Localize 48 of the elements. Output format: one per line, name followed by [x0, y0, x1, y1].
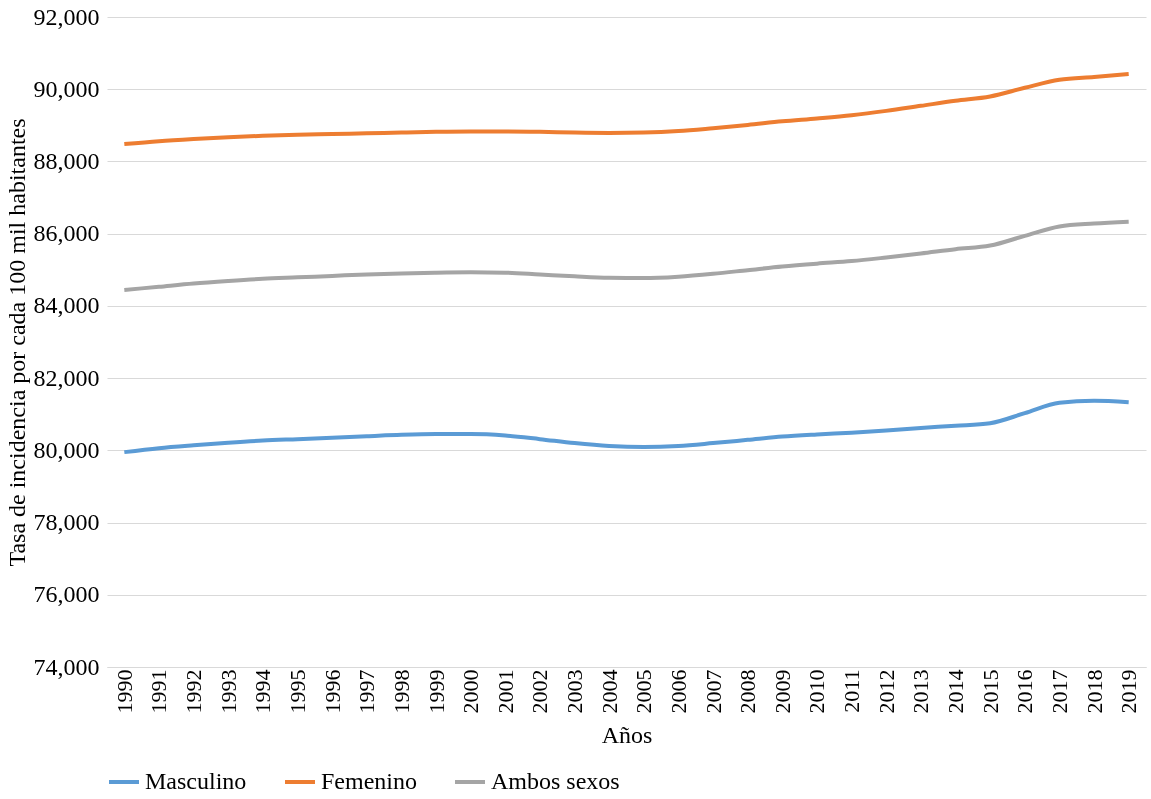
legend-label: Masculino — [145, 768, 247, 794]
legend-label: Ambos sexos — [491, 768, 620, 794]
y-tick-label: 90,000 — [33, 75, 100, 102]
x-tick-label: 2009 — [769, 669, 795, 714]
y-axis-title: Tasa de incidencia por cada 100 mil habitantes — [3, 118, 30, 567]
y-tick-label: 82,000 — [33, 364, 100, 391]
x-tick-label: 1990 — [111, 669, 137, 714]
line-series — [122, 398, 1131, 455]
x-tick-label: 2005 — [631, 669, 657, 714]
x-tick-label: 2015 — [977, 669, 1003, 714]
x-tick-label: 2014 — [943, 669, 969, 714]
x-tick-label: 2017 — [1046, 669, 1072, 714]
x-tick-label: 2019 — [1116, 669, 1142, 714]
x-tick-label: 2010 — [804, 669, 830, 714]
x-tick-label: 1991 — [146, 669, 172, 714]
y-tick-label: 74,000 — [33, 653, 100, 680]
y-tick-label: 78,000 — [33, 509, 100, 536]
x-tick-label: 1998 — [388, 669, 414, 714]
x-tick-label: 2006 — [665, 669, 691, 714]
x-tick-label: 1995 — [284, 669, 310, 714]
y-tick-label: 86,000 — [33, 220, 100, 247]
x-tick-label: 2007 — [700, 669, 726, 714]
x-tick-label: 1992 — [181, 669, 207, 714]
x-tick-label: 2016 — [1012, 669, 1038, 714]
y-tick-label: 88,000 — [33, 147, 100, 174]
y-tick-label: 80,000 — [33, 436, 100, 463]
x-tick-label: 2003 — [562, 669, 588, 714]
x-tick-label: 1999 — [423, 669, 449, 714]
x-tick-label: 2008 — [735, 669, 761, 714]
x-tick-label: 2011 — [839, 669, 865, 713]
y-tick-label: 92,000 — [33, 3, 100, 30]
x-tick-label: 2018 — [1081, 669, 1107, 714]
line-series — [122, 72, 1131, 147]
x-tick-label: 1997 — [354, 669, 380, 714]
x-tick-label: 2013 — [908, 669, 934, 714]
x-tick-label: 2002 — [527, 669, 553, 714]
x-tick-label: 2000 — [458, 669, 484, 714]
line-series — [122, 219, 1131, 292]
x-tick-label: 2001 — [492, 669, 518, 714]
x-tick-label: 2004 — [596, 669, 622, 714]
x-tick-label: 2012 — [873, 669, 899, 714]
x-tick-label: 1996 — [319, 669, 345, 714]
x-tick-label: 1994 — [250, 669, 276, 714]
x-axis-title: Años — [601, 721, 653, 748]
x-tick-label: 1993 — [215, 669, 241, 714]
y-tick-label: 76,000 — [33, 581, 100, 608]
y-tick-label: 84,000 — [33, 292, 100, 319]
legend-label: Femenino — [321, 768, 417, 794]
